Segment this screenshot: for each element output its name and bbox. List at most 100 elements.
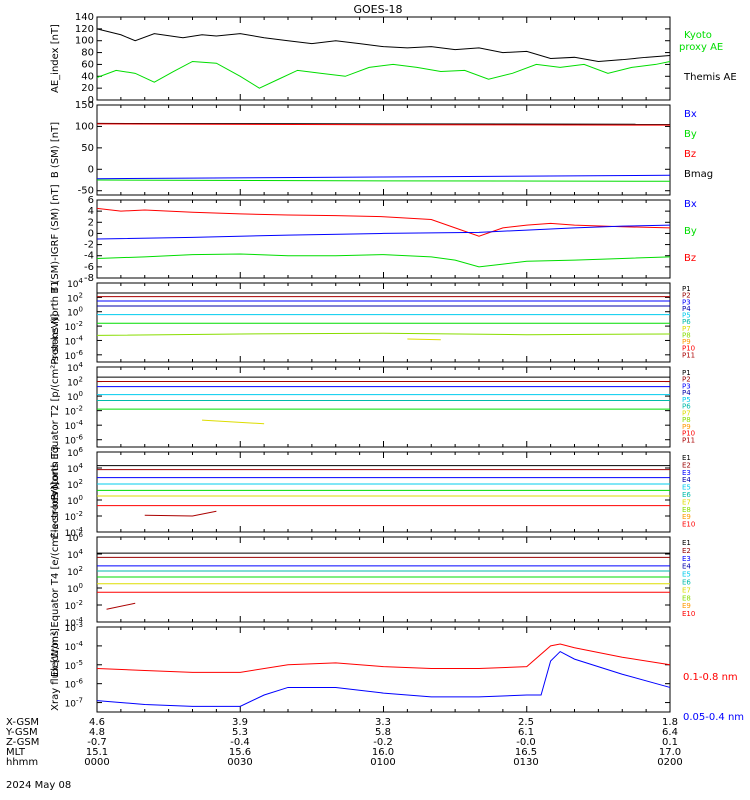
y-tick-label: 140	[75, 12, 94, 23]
legend-entry: proxy AE	[679, 42, 723, 53]
legend-entry: P2	[682, 376, 691, 384]
footer-value: 0200	[657, 757, 682, 768]
y-axis-label: B (SM)-IGRF (SM) [nT]	[50, 184, 61, 293]
legend-entry: E3	[682, 555, 691, 563]
y-axis-label: Xray flux [W/m²]	[50, 628, 61, 711]
legend-entry: P4	[682, 389, 691, 397]
y-tick-label: 20	[81, 83, 94, 94]
y-tick-label: 102	[67, 291, 83, 304]
legend-entry: P5	[682, 396, 691, 404]
legend-entry: P1	[682, 369, 691, 377]
footer-value: -0.7	[87, 737, 107, 748]
footer-value: 4.8	[89, 727, 105, 738]
series-p9	[407, 338, 441, 341]
legend-entry: By	[684, 226, 697, 237]
y-tick-label: 106	[67, 446, 83, 459]
legend-entry: P7	[682, 325, 691, 333]
legend-entry: E5	[682, 571, 691, 579]
legend-entry: P1	[682, 285, 691, 293]
legend-entry: P6	[682, 318, 691, 326]
y-tick-label: 120	[75, 24, 94, 35]
legend-entry: P8	[682, 416, 691, 424]
footer-value: 5.3	[232, 727, 248, 738]
series-p7	[96, 332, 671, 336]
legend-entry: P5	[682, 312, 691, 320]
legend-entry: Kyoto	[684, 30, 712, 41]
series-themis-ae	[96, 28, 671, 62]
legend-entry: P4	[682, 305, 691, 313]
legend-entry: E4	[682, 563, 691, 571]
legend-entry: E10	[682, 610, 695, 618]
series-bz	[96, 123, 671, 126]
y-tick-label: 10-4	[65, 640, 84, 653]
y-tick-label: 100	[75, 121, 94, 132]
series-p8	[202, 419, 265, 425]
footer-value: 3.9	[232, 717, 248, 728]
y-tick-label: 102	[67, 565, 83, 578]
y-tick-label: 6	[88, 195, 94, 206]
legend-entry: E4	[682, 476, 691, 484]
footer-value: 2.5	[518, 717, 534, 728]
footer-value: 15.1	[86, 747, 108, 758]
legend-entry: E6	[682, 579, 691, 587]
legend-entry: P10	[682, 345, 695, 353]
panel-frame	[96, 536, 671, 623]
legend-entry: P2	[682, 292, 691, 300]
legend-entry: P9	[682, 338, 691, 346]
y-axis-label: B (SM) [nT]	[50, 122, 61, 178]
y-tick-label: 104	[67, 462, 83, 475]
footer-value: -0.4	[230, 737, 250, 748]
legend-entry: Bz	[684, 253, 696, 264]
y-tick-label: 10-5	[65, 659, 83, 672]
legend-entry: Bz	[684, 149, 696, 160]
footer-value: 15.6	[229, 747, 251, 758]
series-by	[96, 179, 671, 182]
legend-entry: By	[684, 129, 697, 140]
y-tick-label: 100	[75, 36, 94, 47]
series-0-05-0-4-nm	[96, 650, 671, 707]
legend-entry: Bmag	[684, 169, 713, 180]
y-tick-label: -8	[84, 273, 94, 284]
series-bx	[96, 224, 671, 240]
y-tick-label: 40	[81, 71, 94, 82]
footer-value: -0.2	[373, 737, 393, 748]
legend-entry: P11	[682, 351, 695, 359]
footer-row-label: Z-GSM	[6, 737, 39, 748]
y-tick-label: 60	[81, 59, 94, 70]
legend-entry: Bx	[684, 199, 697, 210]
panel-frame	[96, 366, 671, 448]
legend-entry: E9	[682, 602, 691, 610]
footer-value: 6.4	[662, 727, 678, 738]
y-tick-label: 102	[67, 478, 83, 491]
legend-entry: E6	[682, 491, 691, 499]
footer-row-label: hhmm	[6, 757, 38, 768]
legend-entry: Themis AE	[683, 72, 737, 83]
y-tick-label: 104	[67, 361, 83, 374]
y-tick-label: 0	[88, 95, 94, 106]
footer-value: 0.1	[662, 737, 678, 748]
footer-value: 6.1	[518, 727, 534, 738]
footer-value: 0100	[370, 757, 395, 768]
panel-1: -50 0 50 100 150 B (SM) [nT] Bx By Bz Bmag	[50, 100, 713, 197]
y-tick-label: 100	[67, 582, 83, 595]
legend-entry: E9	[682, 513, 691, 521]
y-axis-label: AE_index [nT]	[50, 24, 61, 93]
y-tick-label: -6	[84, 262, 94, 273]
footer-date: 2024 May 08	[6, 780, 71, 791]
y-tick-label: 10-2	[65, 599, 83, 612]
y-tick-label: 2	[88, 217, 94, 228]
series-kyoto-proxy-ae	[96, 60, 671, 89]
legend-entry: E7	[682, 498, 691, 506]
panel-frame	[96, 451, 671, 533]
footer-value: 3.3	[375, 717, 391, 728]
y-axis-label: Protons North T1	[50, 280, 61, 364]
footer-row-label: MLT	[6, 747, 26, 758]
legend-entry: P10	[682, 430, 695, 438]
y-tick-label: 10-2	[65, 510, 83, 523]
footer-row-label: Y-GSM	[5, 727, 38, 738]
